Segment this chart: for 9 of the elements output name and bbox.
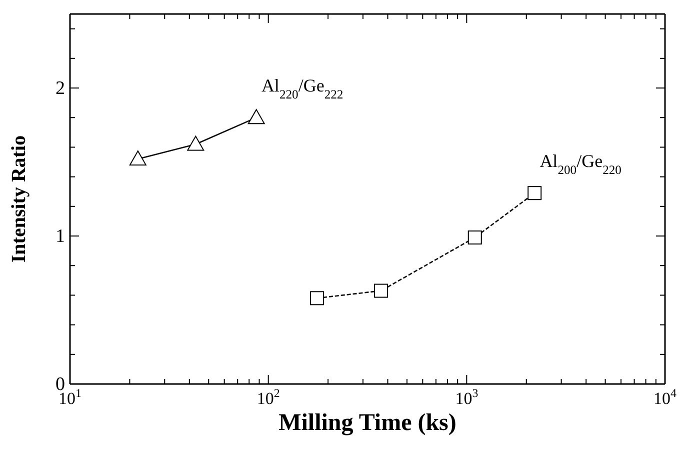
series-label: Al$_{220}$/Ge$_{222}$	[261, 76, 344, 102]
y-axis-title: Intensity Ratio	[8, 135, 30, 263]
x-axis-title: Milling Time (ks)	[278, 410, 456, 436]
y-tick-label: 2	[56, 78, 65, 99]
series-label: Al$_{200}$/Ge$_{220}$	[540, 151, 622, 178]
y-tick-label: 1	[56, 226, 65, 247]
x-tick-label: 10$^{3}$	[455, 386, 478, 408]
x-tick-label: 10$^{2}$	[256, 386, 280, 408]
x-tick-label: 10$^{4}$	[654, 386, 677, 408]
